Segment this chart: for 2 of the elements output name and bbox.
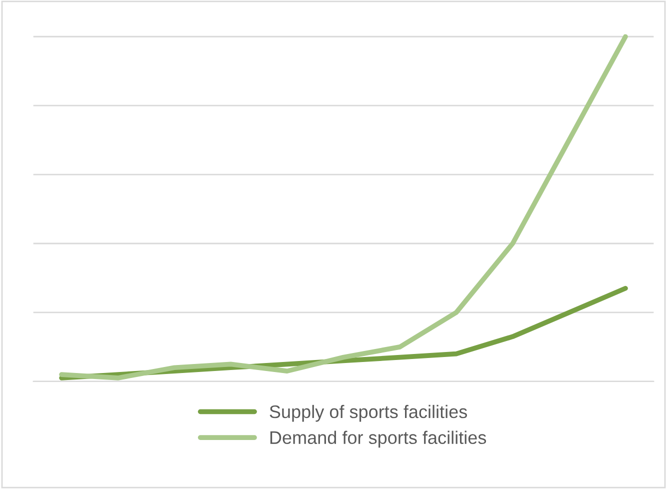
legend-label: Demand for sports facilities (270, 430, 486, 448)
legend-label: Supply of sports facilities (270, 404, 467, 422)
